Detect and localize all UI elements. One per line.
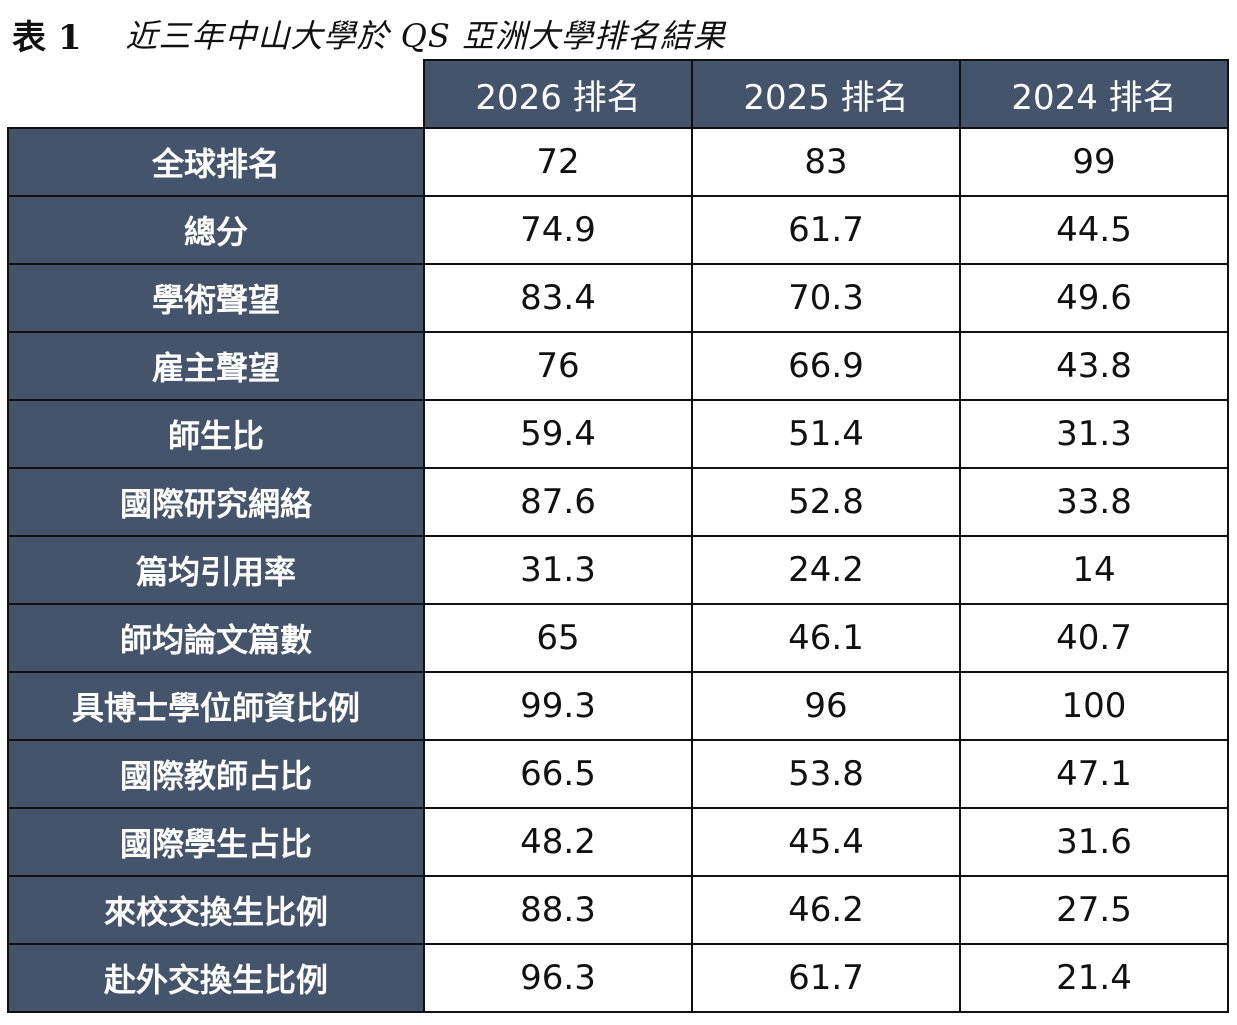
table-cell: 53.8 <box>691 739 961 809</box>
table-cell: 76 <box>423 331 693 401</box>
row-label: 總分 <box>7 195 425 265</box>
table-cell: 27.5 <box>959 875 1229 945</box>
row-label: 來校交換生比例 <box>7 875 425 945</box>
header-2025: 2025 排名 <box>691 59 961 129</box>
table-cell: 88.3 <box>423 875 693 945</box>
table-cell: 24.2 <box>691 535 961 605</box>
table-row: 雇主聲望 76 66.9 43.8 <box>7 331 1229 401</box>
table-cell: 59.4 <box>423 399 693 469</box>
row-label: 雇主聲望 <box>7 331 425 401</box>
row-label: 全球排名 <box>7 127 425 197</box>
table-cell: 61.7 <box>691 195 961 265</box>
table-cell: 44.5 <box>959 195 1229 265</box>
table-cell: 52.8 <box>691 467 961 537</box>
table-cell: 96.3 <box>423 943 693 1013</box>
table-cell: 31.3 <box>423 535 693 605</box>
table-row: 來校交換生比例 88.3 46.2 27.5 <box>7 875 1229 945</box>
table-cell: 48.2 <box>423 807 693 877</box>
table-caption: 表 1 近三年中山大學於 QS 亞洲大學排名結果 <box>12 10 726 58</box>
table-cell: 65 <box>423 603 693 673</box>
row-label: 師生比 <box>7 399 425 469</box>
caption-label: 表 1 <box>12 17 82 58</box>
table-row: 全球排名 72 83 99 <box>7 127 1229 197</box>
header-2024: 2024 排名 <box>959 59 1229 129</box>
row-label: 具博士學位師資比例 <box>7 671 425 741</box>
table-cell: 61.7 <box>691 943 961 1013</box>
table-cell: 66.5 <box>423 739 693 809</box>
table-cell: 49.6 <box>959 263 1229 333</box>
table-cell: 14 <box>959 535 1229 605</box>
table-row: 總分 74.9 61.7 44.5 <box>7 195 1229 265</box>
table-cell: 33.8 <box>959 467 1229 537</box>
table-cell: 66.9 <box>691 331 961 401</box>
table-cell: 47.1 <box>959 739 1229 809</box>
table-cell: 83.4 <box>423 263 693 333</box>
header-row: 2026 排名 2025 排名 2024 排名 <box>8 59 1229 129</box>
table-cell: 74.9 <box>423 195 693 265</box>
table-cell: 31.6 <box>959 807 1229 877</box>
table-cell: 99 <box>959 127 1229 197</box>
row-label: 師均論文篇數 <box>7 603 425 673</box>
table-cell: 72 <box>423 127 693 197</box>
table-cell: 100 <box>959 671 1229 741</box>
table-cell: 43.8 <box>959 331 1229 401</box>
corner-cell <box>8 60 424 129</box>
table-row: 師均論文篇數 65 46.1 40.7 <box>7 603 1229 673</box>
table-cell: 83 <box>691 127 961 197</box>
table-cell: 45.4 <box>691 807 961 877</box>
table-cell: 21.4 <box>959 943 1229 1013</box>
row-label: 國際教師占比 <box>7 739 425 809</box>
table-row: 學術聲望 83.4 70.3 49.6 <box>7 263 1229 333</box>
table-row: 赴外交換生比例 96.3 61.7 21.4 <box>7 943 1229 1013</box>
table-cell: 40.7 <box>959 603 1229 673</box>
table-row: 具博士學位師資比例 99.3 96 100 <box>7 671 1229 741</box>
table-cell: 51.4 <box>691 399 961 469</box>
row-label: 篇均引用率 <box>7 535 425 605</box>
table-row: 國際研究網絡 87.6 52.8 33.8 <box>7 467 1229 537</box>
table-cell: 99.3 <box>423 671 693 741</box>
table-row: 國際學生占比 48.2 45.4 31.6 <box>7 807 1229 877</box>
row-label: 國際研究網絡 <box>7 467 425 537</box>
row-label: 赴外交換生比例 <box>7 943 425 1013</box>
table-cell: 70.3 <box>691 263 961 333</box>
header-2026: 2026 排名 <box>423 59 693 129</box>
ranking-table: 2026 排名 2025 排名 2024 排名 全球排名 72 83 99 總分… <box>7 59 1229 1013</box>
row-label: 國際學生占比 <box>7 807 425 877</box>
table-row: 國際教師占比 66.5 53.8 47.1 <box>7 739 1229 809</box>
row-label: 學術聲望 <box>7 263 425 333</box>
table-cell: 46.1 <box>691 603 961 673</box>
table-cell: 87.6 <box>423 467 693 537</box>
table-row: 篇均引用率 31.3 24.2 14 <box>7 535 1229 605</box>
table-row: 師生比 59.4 51.4 31.3 <box>7 399 1229 469</box>
caption-title: 近三年中山大學於 QS 亞洲大學排名結果 <box>125 17 727 55</box>
table-cell: 31.3 <box>959 399 1229 469</box>
table-cell: 46.2 <box>691 875 961 945</box>
table-cell: 96 <box>691 671 961 741</box>
